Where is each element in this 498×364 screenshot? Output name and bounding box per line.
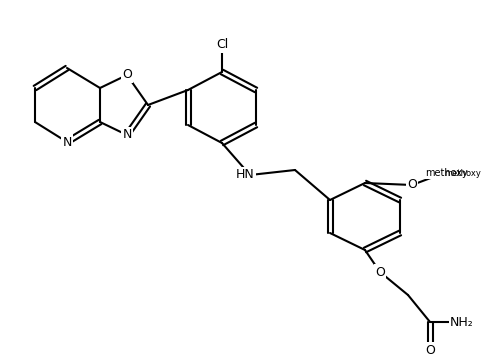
Text: N: N (123, 128, 131, 142)
Text: O: O (122, 68, 132, 82)
Text: Cl: Cl (216, 39, 228, 51)
Text: NH₂: NH₂ (450, 316, 474, 328)
Text: HN: HN (236, 169, 254, 182)
Text: O: O (375, 265, 385, 278)
Text: O: O (407, 178, 417, 191)
Text: methoxy: methoxy (444, 169, 481, 178)
Text: O: O (425, 344, 435, 356)
Text: methoxy: methoxy (425, 168, 468, 178)
Text: N: N (62, 135, 72, 149)
